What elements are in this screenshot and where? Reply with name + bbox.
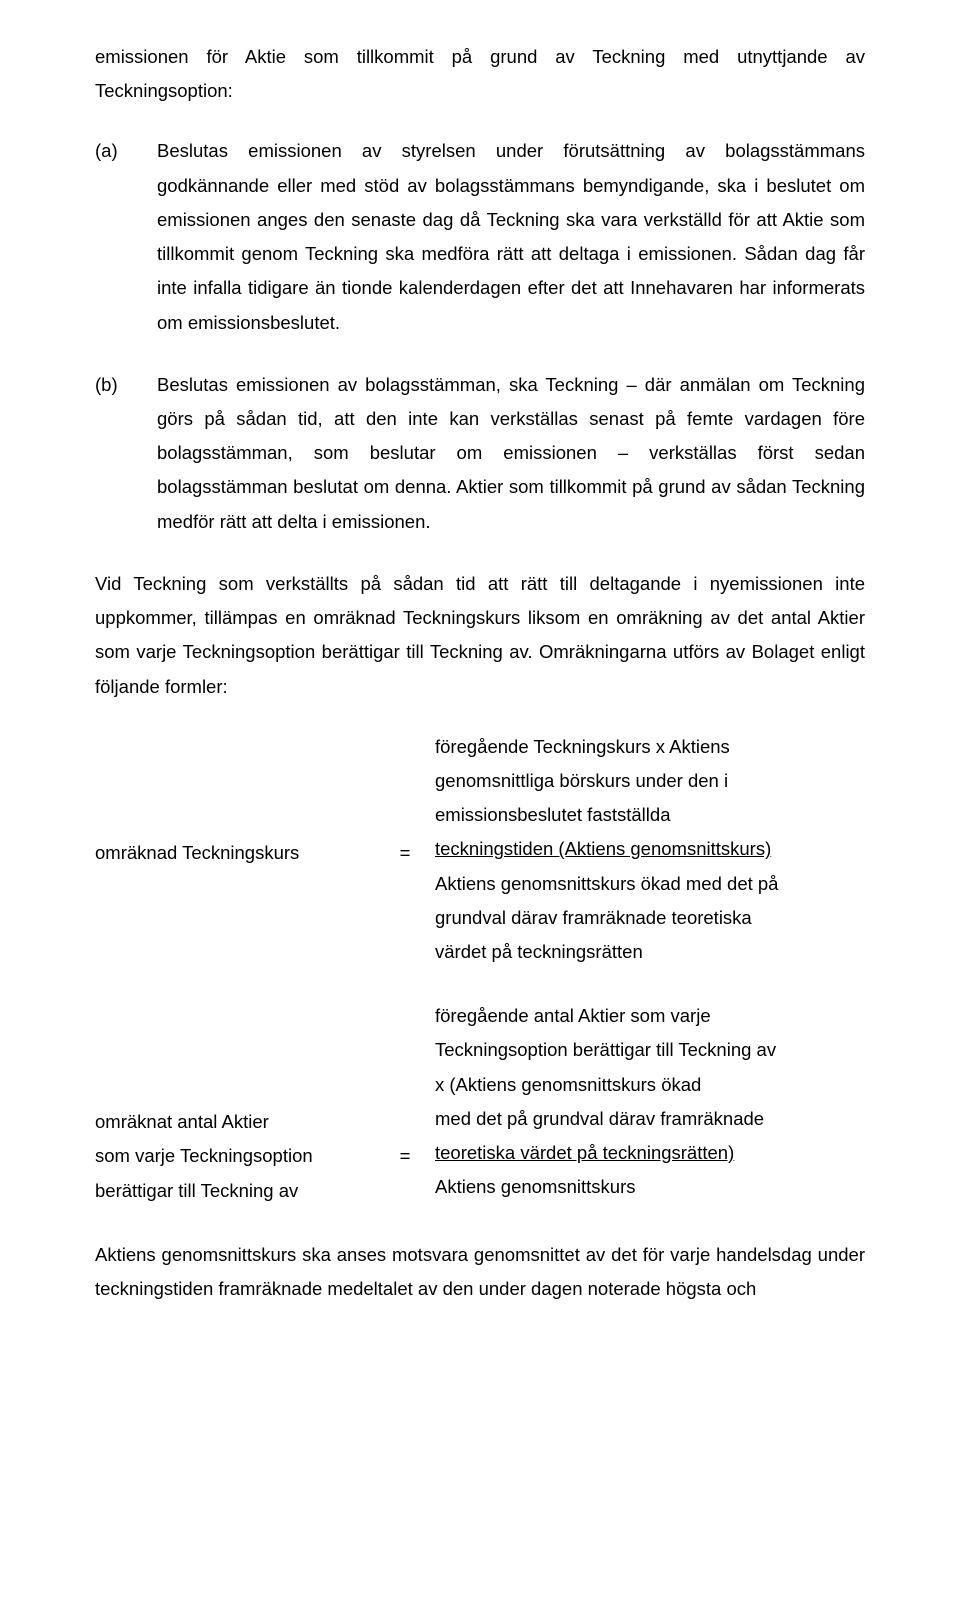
formula-1-r5: Aktiens genomsnittskurs ökad med det på xyxy=(435,873,778,894)
formula-1-left-text: omräknad Teckningskurs xyxy=(95,842,299,863)
formula-2-l2: som varje Teckningsoption xyxy=(95,1145,313,1166)
list-marker-b: (b) xyxy=(95,368,157,539)
formula-2-r6: Aktiens genomsnittskurs xyxy=(435,1176,636,1197)
list-body-a: Beslutas emissionen av styrelsen under f… xyxy=(157,134,865,339)
formula-2: omräknat antal Aktier som varje Teckning… xyxy=(95,999,865,1208)
footer-paragraph: Aktiens genomsnittskurs ska anses motsva… xyxy=(95,1238,865,1306)
formula-2-r2: Teckningsoption berättigar till Teckning… xyxy=(435,1039,776,1060)
list-item-b: (b) Beslutas emissionen av bolagsstämman… xyxy=(95,368,865,539)
formula-1: omräknad Teckningskurs = föregående Teck… xyxy=(95,730,865,970)
formula-1-r1: föregående Teckningskurs x Aktiens xyxy=(435,736,730,757)
paragraph-2: Vid Teckning som verkställts på sådan ti… xyxy=(95,567,865,704)
formula-1-r2: genomsnittliga börskurs under den i xyxy=(435,770,728,791)
formula-2-r4: med det på grundval därav framräknade xyxy=(435,1108,764,1129)
formula-1-right: föregående Teckningskurs x Aktiens genom… xyxy=(435,730,865,970)
formula-2-r1: föregående antal Aktier som varje xyxy=(435,1005,711,1026)
formula-2-right: föregående antal Aktier som varje Teckni… xyxy=(435,999,865,1204)
formula-2-l1: omräknat antal Aktier xyxy=(95,1111,269,1132)
list-body-b: Beslutas emissionen av bolagsstämman, sk… xyxy=(157,368,865,539)
formula-2-eq: = xyxy=(375,999,435,1173)
list-marker-a: (a) xyxy=(95,134,157,339)
formula-1-r6: grundval därav framräknade teoretiska xyxy=(435,907,752,928)
formula-1-r3: emissionsbeslutet fastställda xyxy=(435,804,670,825)
intro-paragraph: emissionen för Aktie som tillkommit på g… xyxy=(95,40,865,108)
formula-2-r3: x (Aktiens genomsnittskurs ökad xyxy=(435,1074,701,1095)
formula-2-l3: berättigar till Teckning av xyxy=(95,1180,298,1201)
formula-2-left: omräknat antal Aktier som varje Teckning… xyxy=(95,999,375,1208)
formula-1-eq: = xyxy=(375,730,435,870)
formula-1-left: omräknad Teckningskurs xyxy=(95,730,375,870)
formula-2-r5: teoretiska värdet på teckningsrätten) xyxy=(435,1142,734,1163)
list-item-a: (a) Beslutas emissionen av styrelsen und… xyxy=(95,134,865,339)
formula-1-r7: värdet på teckningsrätten xyxy=(435,941,643,962)
formula-1-r4: teckningstiden (Aktiens genomsnittskurs) xyxy=(435,838,771,859)
